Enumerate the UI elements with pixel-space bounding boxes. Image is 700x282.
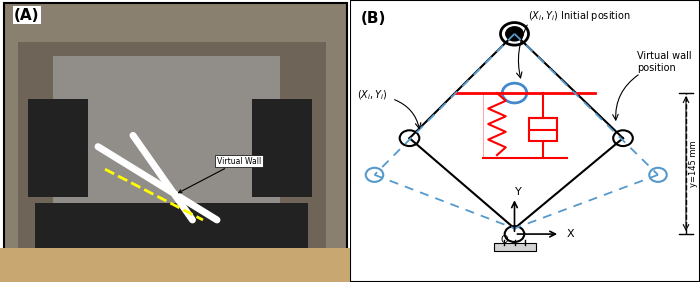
Text: (A): (A) — [14, 8, 39, 23]
Text: O: O — [500, 235, 508, 244]
Text: (B): (B) — [360, 11, 386, 26]
Bar — [28, 99, 88, 197]
Bar — [528, 118, 556, 141]
Bar — [494, 243, 536, 251]
Bar — [0, 248, 350, 282]
Bar — [252, 99, 312, 197]
Text: Virtual Wall: Virtual Wall — [178, 157, 261, 193]
Text: $(X_i, Y_i)$ Initial position: $(X_i, Y_i)$ Initial position — [528, 8, 631, 23]
Bar — [18, 42, 326, 254]
Text: X: X — [567, 229, 575, 239]
Circle shape — [505, 27, 524, 41]
Text: y=145 mm: y=145 mm — [690, 140, 699, 187]
Text: $(X_i, Y_i)$: $(X_i, Y_i)$ — [357, 89, 388, 102]
Bar — [35, 203, 308, 254]
Bar — [52, 56, 280, 212]
Text: Y: Y — [514, 187, 522, 197]
Text: Virtual wall
position: Virtual wall position — [637, 51, 692, 73]
